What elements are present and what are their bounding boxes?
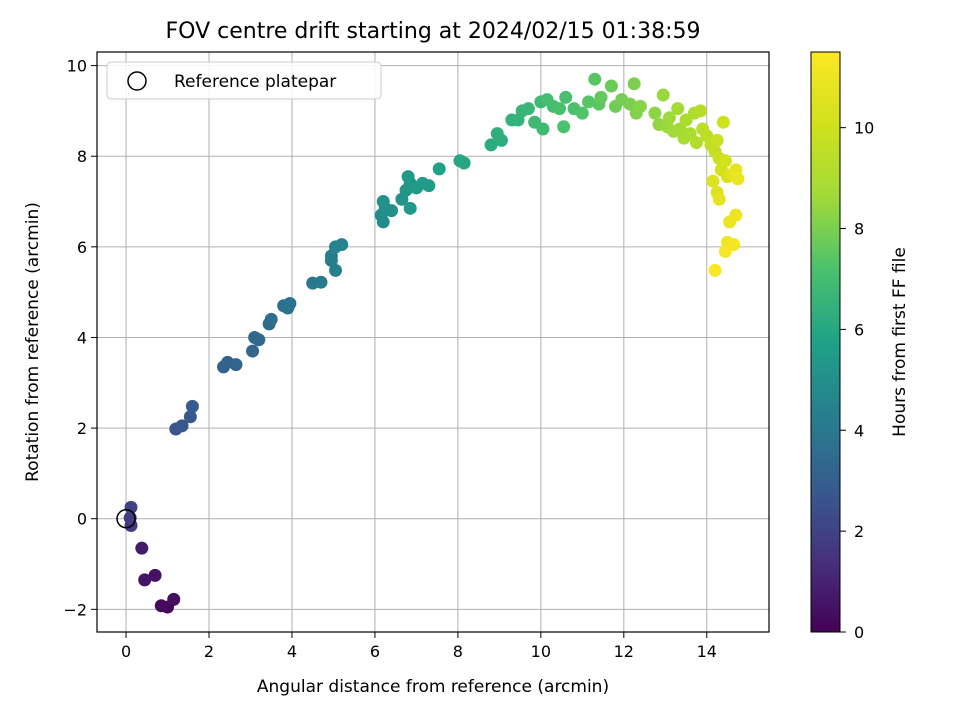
- data-point: [671, 102, 685, 116]
- y-tick-label: 8: [77, 147, 87, 166]
- data-point: [401, 170, 415, 184]
- colorbar-tick-label: 6: [854, 320, 864, 339]
- data-point: [494, 133, 508, 147]
- data-point: [264, 312, 278, 326]
- data-point: [246, 344, 260, 358]
- data-point: [281, 301, 295, 315]
- plot-frame: [96, 51, 770, 633]
- data-point: [252, 333, 266, 347]
- data-point: [706, 174, 720, 188]
- x-tick-label: 12: [614, 642, 634, 661]
- data-point: [627, 77, 641, 91]
- x-tick-label: 2: [204, 642, 214, 661]
- y-tick-label: 2: [77, 419, 87, 438]
- data-point: [712, 192, 726, 206]
- data-point: [329, 263, 343, 277]
- data-point: [457, 156, 471, 170]
- data-point: [582, 95, 596, 109]
- data-point: [422, 179, 436, 193]
- x-tick-label: 8: [453, 642, 463, 661]
- colorbar-tick-label: 8: [854, 220, 864, 239]
- data-point: [716, 115, 730, 129]
- y-axis-ticks: −2 0 2 4 6 8 10: [63, 57, 97, 619]
- data-point: [588, 72, 602, 86]
- scatter-points: [123, 72, 745, 614]
- x-axis-ticks: 0 2 4 6 8 10 12 14: [121, 632, 717, 661]
- data-point: [138, 573, 152, 587]
- x-tick-label: 0: [121, 642, 131, 661]
- data-point: [314, 275, 328, 289]
- x-axis-label: Angular distance from reference (arcmin): [257, 677, 609, 697]
- data-point: [135, 541, 149, 555]
- y-tick-label: 10: [67, 57, 87, 76]
- data-point: [557, 120, 571, 134]
- data-point: [731, 172, 745, 186]
- data-point: [536, 122, 550, 136]
- data-point: [708, 263, 722, 277]
- data-point: [718, 154, 732, 168]
- legend-entry-reference: Reference platepar: [174, 72, 336, 92]
- data-point: [376, 195, 390, 209]
- data-point: [185, 399, 199, 413]
- data-point: [718, 244, 732, 258]
- data-point: [484, 138, 498, 152]
- colorbar-tick-label: 2: [854, 522, 864, 541]
- data-point: [710, 133, 724, 147]
- y-tick-label: 4: [77, 328, 87, 347]
- legend-box: [106, 61, 382, 100]
- data-point: [376, 215, 390, 229]
- data-point: [335, 238, 349, 252]
- reference-platepar-marker: [116, 508, 136, 529]
- y-axis-label: Rotation from reference (arcmin): [23, 202, 43, 482]
- data-point: [432, 162, 446, 176]
- data-point: [656, 88, 670, 102]
- colorbar-ticks: 0 2 4 6 8 10: [840, 119, 874, 642]
- legend-reference-marker: [127, 71, 147, 91]
- data-point: [662, 111, 676, 125]
- colorbar-tick-label: 0: [854, 623, 864, 642]
- x-tick-label: 10: [531, 642, 551, 661]
- y-tick-label: 0: [77, 510, 87, 529]
- x-tick-label: 6: [370, 642, 380, 661]
- data-point: [175, 419, 189, 433]
- data-point: [604, 79, 618, 93]
- data-point: [183, 410, 197, 424]
- data-point: [648, 106, 662, 120]
- data-point: [683, 127, 697, 141]
- x-tick-label: 4: [287, 642, 297, 661]
- data-point: [124, 500, 138, 514]
- data-point: [154, 599, 168, 613]
- colorbar-tick-label: 10: [854, 119, 874, 138]
- data-point: [559, 90, 573, 104]
- x-tick-label: 14: [697, 642, 717, 661]
- data-point: [385, 204, 399, 218]
- data-point: [229, 358, 243, 372]
- colorbar-tick-label: 4: [854, 421, 864, 440]
- data-point: [623, 97, 637, 111]
- data-point: [729, 208, 743, 222]
- grid-lines: [97, 52, 769, 632]
- data-point: [575, 106, 589, 120]
- data-point: [148, 568, 162, 582]
- data-point: [594, 90, 608, 104]
- chart-title: FOV centre drift starting at 2024/02/15 …: [166, 19, 701, 44]
- data-point: [689, 136, 703, 150]
- data-point: [403, 201, 417, 215]
- data-point: [167, 592, 181, 606]
- data-point: [521, 102, 535, 116]
- y-tick-label: −2: [63, 600, 87, 619]
- data-point: [694, 104, 708, 118]
- data-point: [633, 99, 647, 113]
- colorbar-label: Hours from first FF file: [890, 247, 910, 437]
- colorbar: [810, 51, 841, 633]
- data-point: [553, 102, 567, 116]
- y-tick-label: 6: [77, 238, 87, 257]
- legend: Reference platepar: [106, 61, 382, 100]
